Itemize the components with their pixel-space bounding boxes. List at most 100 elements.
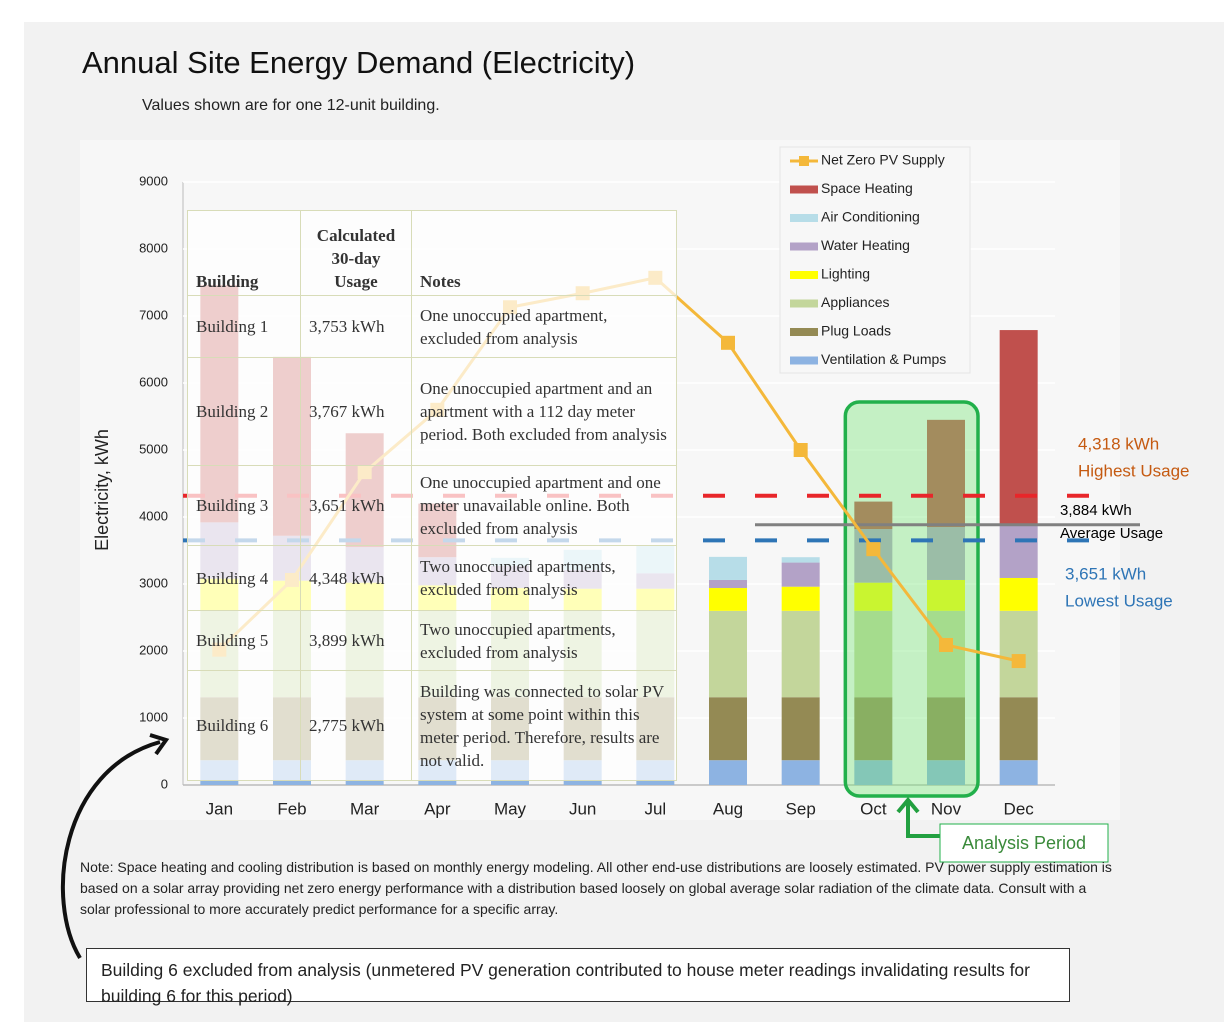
y-tick-label: 9000 [139, 173, 168, 188]
legend-label: Space Heating [821, 180, 913, 196]
chart-title: Annual Site Energy Demand (Electricity) [82, 45, 635, 80]
bar-segment [999, 697, 1038, 761]
x-tick-label: Aug [713, 799, 743, 818]
bar-segment [999, 330, 1038, 526]
line-marker [939, 637, 953, 652]
bar-segment [781, 562, 820, 587]
bar-segment [781, 760, 820, 785]
table-cell: One unoccupied apartment and one meter u… [411, 465, 677, 546]
x-tick-label: Dec [1004, 799, 1035, 818]
table-cell: 2,775 kWh [300, 670, 412, 781]
reference-value-label: 4,318 kWh [1078, 434, 1159, 453]
bar-segment [927, 697, 965, 761]
highlight-label: Analysis Period [962, 833, 1086, 853]
bar-segment [781, 586, 820, 611]
legend-label: Lighting [821, 266, 870, 282]
x-tick-label: Mar [350, 799, 380, 818]
bar-segment [927, 610, 965, 698]
bar-segment [709, 556, 747, 580]
y-tick-label: 8000 [139, 240, 168, 255]
y-tick-label: 5000 [139, 441, 168, 456]
reference-text: Average Usage [1060, 525, 1163, 542]
legend-label: Appliances [821, 294, 890, 310]
bar-segment [781, 610, 820, 698]
table-header: Building [187, 210, 301, 296]
table-cell: 3,753 kWh [300, 295, 412, 358]
table-cell: Building 6 [187, 670, 301, 781]
table-cell: Two unoccupied apartments, excluded from… [411, 545, 677, 611]
bar-segment [999, 525, 1038, 578]
reference-text: Highest Usage [1078, 461, 1190, 480]
y-axis-label: Electricity, kWh [92, 429, 112, 551]
legend-swatch [790, 185, 818, 194]
table-cell: Building 4 [187, 545, 301, 611]
y-tick-label: 7000 [139, 307, 168, 322]
table-cell: Two unoccupied apartments, excluded from… [411, 610, 677, 671]
table-header: Calculated 30-day Usage [300, 210, 412, 296]
table-cell: Building 2 [187, 357, 301, 466]
bar-segment [927, 527, 965, 580]
callout-arrow-head [149, 733, 170, 756]
x-tick-label: Oct [860, 799, 887, 818]
legend-swatch [790, 242, 818, 251]
table-cell: Building 5 [187, 610, 301, 671]
reference-value-label: 3,884 kWh [1060, 502, 1132, 519]
line-marker [866, 542, 881, 557]
y-tick-label: 2000 [139, 642, 168, 657]
legend-label: Plug Loads [821, 323, 891, 339]
bar-segment [999, 610, 1038, 698]
bar-segment [781, 697, 820, 761]
line-marker [1011, 654, 1026, 669]
bar-segment [709, 588, 747, 611]
table-cell: Building 3 [187, 465, 301, 546]
bar-segment [781, 557, 820, 563]
bar-segment [854, 582, 893, 611]
callout-arrow [60, 740, 161, 960]
bar-segment [709, 760, 747, 785]
y-tick-label: 1000 [139, 709, 168, 724]
table-cell: One unoccupied apartment and an apartmen… [411, 357, 677, 466]
reference-text: Lowest Usage [1065, 591, 1173, 610]
y-tick-label: 6000 [139, 374, 168, 389]
x-tick-label: Feb [277, 799, 306, 818]
y-tick-label: 0 [161, 776, 168, 791]
x-tick-label: Jun [569, 799, 596, 818]
bar-segment [927, 760, 965, 785]
legend-swatch [790, 328, 818, 336]
legend-label: Ventilation & Pumps [821, 351, 946, 367]
line-marker [721, 335, 735, 350]
table-cell: 4,348 kWh [300, 545, 412, 611]
bar-segment [927, 579, 965, 611]
legend-swatch [790, 299, 818, 308]
legend-swatch [790, 356, 818, 365]
note: Note: Space heating and cooling distribu… [80, 859, 1112, 917]
y-tick-label: 4000 [139, 508, 168, 523]
bar-segment [854, 697, 893, 761]
bar-segment [927, 419, 965, 528]
bar-segment [709, 579, 747, 589]
x-tick-label: May [494, 799, 527, 818]
x-tick-label: Jul [644, 799, 666, 818]
legend-label: Air Conditioning [821, 209, 920, 225]
x-tick-label: Nov [931, 799, 962, 818]
table-header: Notes [411, 210, 677, 296]
table-cell: 3,899 kWh [300, 610, 412, 671]
x-tick-label: Apr [424, 799, 451, 818]
table-cell: One unoccupied apartment, excluded from … [411, 295, 677, 358]
legend-label: Net Zero PV Supply [821, 152, 945, 168]
highlight-label-box [939, 823, 1109, 863]
x-tick-label: Sep [786, 799, 816, 818]
building-table: Building Calculated 30-day Usage Notes Bui… [187, 210, 677, 781]
legend-swatch-marker [799, 156, 809, 166]
bar-segment [999, 577, 1038, 611]
table-cell: 3,651 kWh [300, 465, 412, 546]
table-cell: 3,767 kWh [300, 357, 412, 466]
line-marker [793, 443, 808, 457]
bar-segment [854, 610, 893, 698]
bar-segment [709, 610, 747, 698]
highlight-arrow [896, 796, 940, 838]
bar-segment [854, 760, 893, 785]
table-cell: Building was connected to solar PV syste… [411, 670, 677, 781]
table-cell: Building 1 [187, 295, 301, 358]
